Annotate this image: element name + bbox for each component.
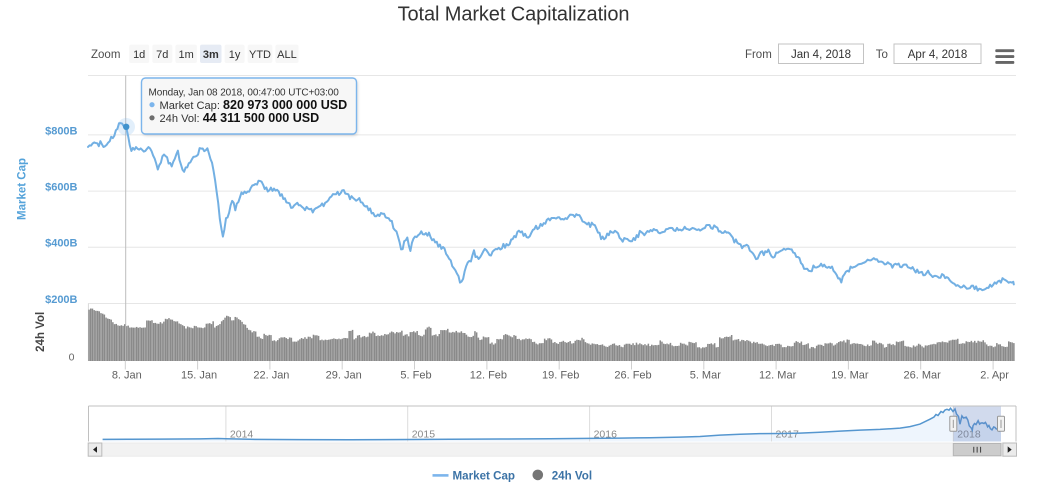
svg-text:Market Cap: Market Cap xyxy=(16,158,28,220)
svg-text:$600B: $600B xyxy=(45,182,77,194)
svg-text:$200B: $200B xyxy=(45,294,77,306)
svg-text:12. Feb: 12. Feb xyxy=(470,370,507,382)
svg-text:YTD: YTD xyxy=(249,49,271,61)
svg-text:1d: 1d xyxy=(133,49,145,61)
svg-text:$400B: $400B xyxy=(45,238,77,250)
svg-text:$800B: $800B xyxy=(45,125,77,137)
svg-text:15. Jan: 15. Jan xyxy=(181,370,217,382)
svg-text:24h Vol: 24h Vol xyxy=(35,312,47,352)
svg-text:2016: 2016 xyxy=(594,428,618,440)
svg-text:29. Jan: 29. Jan xyxy=(326,370,362,382)
svg-text:7d: 7d xyxy=(156,49,168,61)
svg-text:24h Vol: 24h Vol xyxy=(552,470,592,483)
svg-text:1m: 1m xyxy=(179,49,194,61)
svg-text:ALL: ALL xyxy=(277,49,297,61)
svg-text:Apr 4, 2018: Apr 4, 2018 xyxy=(908,49,967,61)
svg-text:2. Apr: 2. Apr xyxy=(980,370,1009,382)
svg-text:Monday, Jan 08 2018, 00:47:00: Monday, Jan 08 2018, 00:47:00 UTC+03:00 xyxy=(149,88,340,99)
svg-text:5. Feb: 5. Feb xyxy=(400,370,431,382)
svg-text:2015: 2015 xyxy=(412,428,436,440)
svg-text:8. Jan: 8. Jan xyxy=(112,370,142,382)
svg-text:24h Vol: 44 311 500 000 USD: 24h Vol: 44 311 500 000 USD xyxy=(160,111,320,125)
svg-text:3m: 3m xyxy=(203,49,219,61)
svg-text:2018: 2018 xyxy=(957,428,981,440)
svg-text:0: 0 xyxy=(69,351,75,363)
svg-text:Total Market Capitalization: Total Market Capitalization xyxy=(398,4,630,26)
svg-text:Jan 4, 2018: Jan 4, 2018 xyxy=(791,49,851,61)
svg-text:22. Jan: 22. Jan xyxy=(253,370,289,382)
svg-text:5. Mar: 5. Mar xyxy=(690,370,722,382)
svg-text:26. Mar: 26. Mar xyxy=(904,370,942,382)
svg-text:1y: 1y xyxy=(229,49,241,61)
svg-text:2017: 2017 xyxy=(776,428,800,440)
svg-text:2014: 2014 xyxy=(230,428,254,440)
svg-text:26. Feb: 26. Feb xyxy=(614,370,651,382)
svg-text:19. Feb: 19. Feb xyxy=(542,370,579,382)
svg-text:From: From xyxy=(745,49,772,61)
svg-text:Market Cap: Market Cap xyxy=(453,470,516,483)
svg-text:12. Mar: 12. Mar xyxy=(759,370,797,382)
svg-text:19. Mar: 19. Mar xyxy=(831,370,869,382)
svg-text:Market Cap: 820 973 000 000 US: Market Cap: 820 973 000 000 USD xyxy=(160,98,348,112)
svg-text:To: To xyxy=(876,49,888,61)
svg-text:Zoom: Zoom xyxy=(91,49,120,61)
